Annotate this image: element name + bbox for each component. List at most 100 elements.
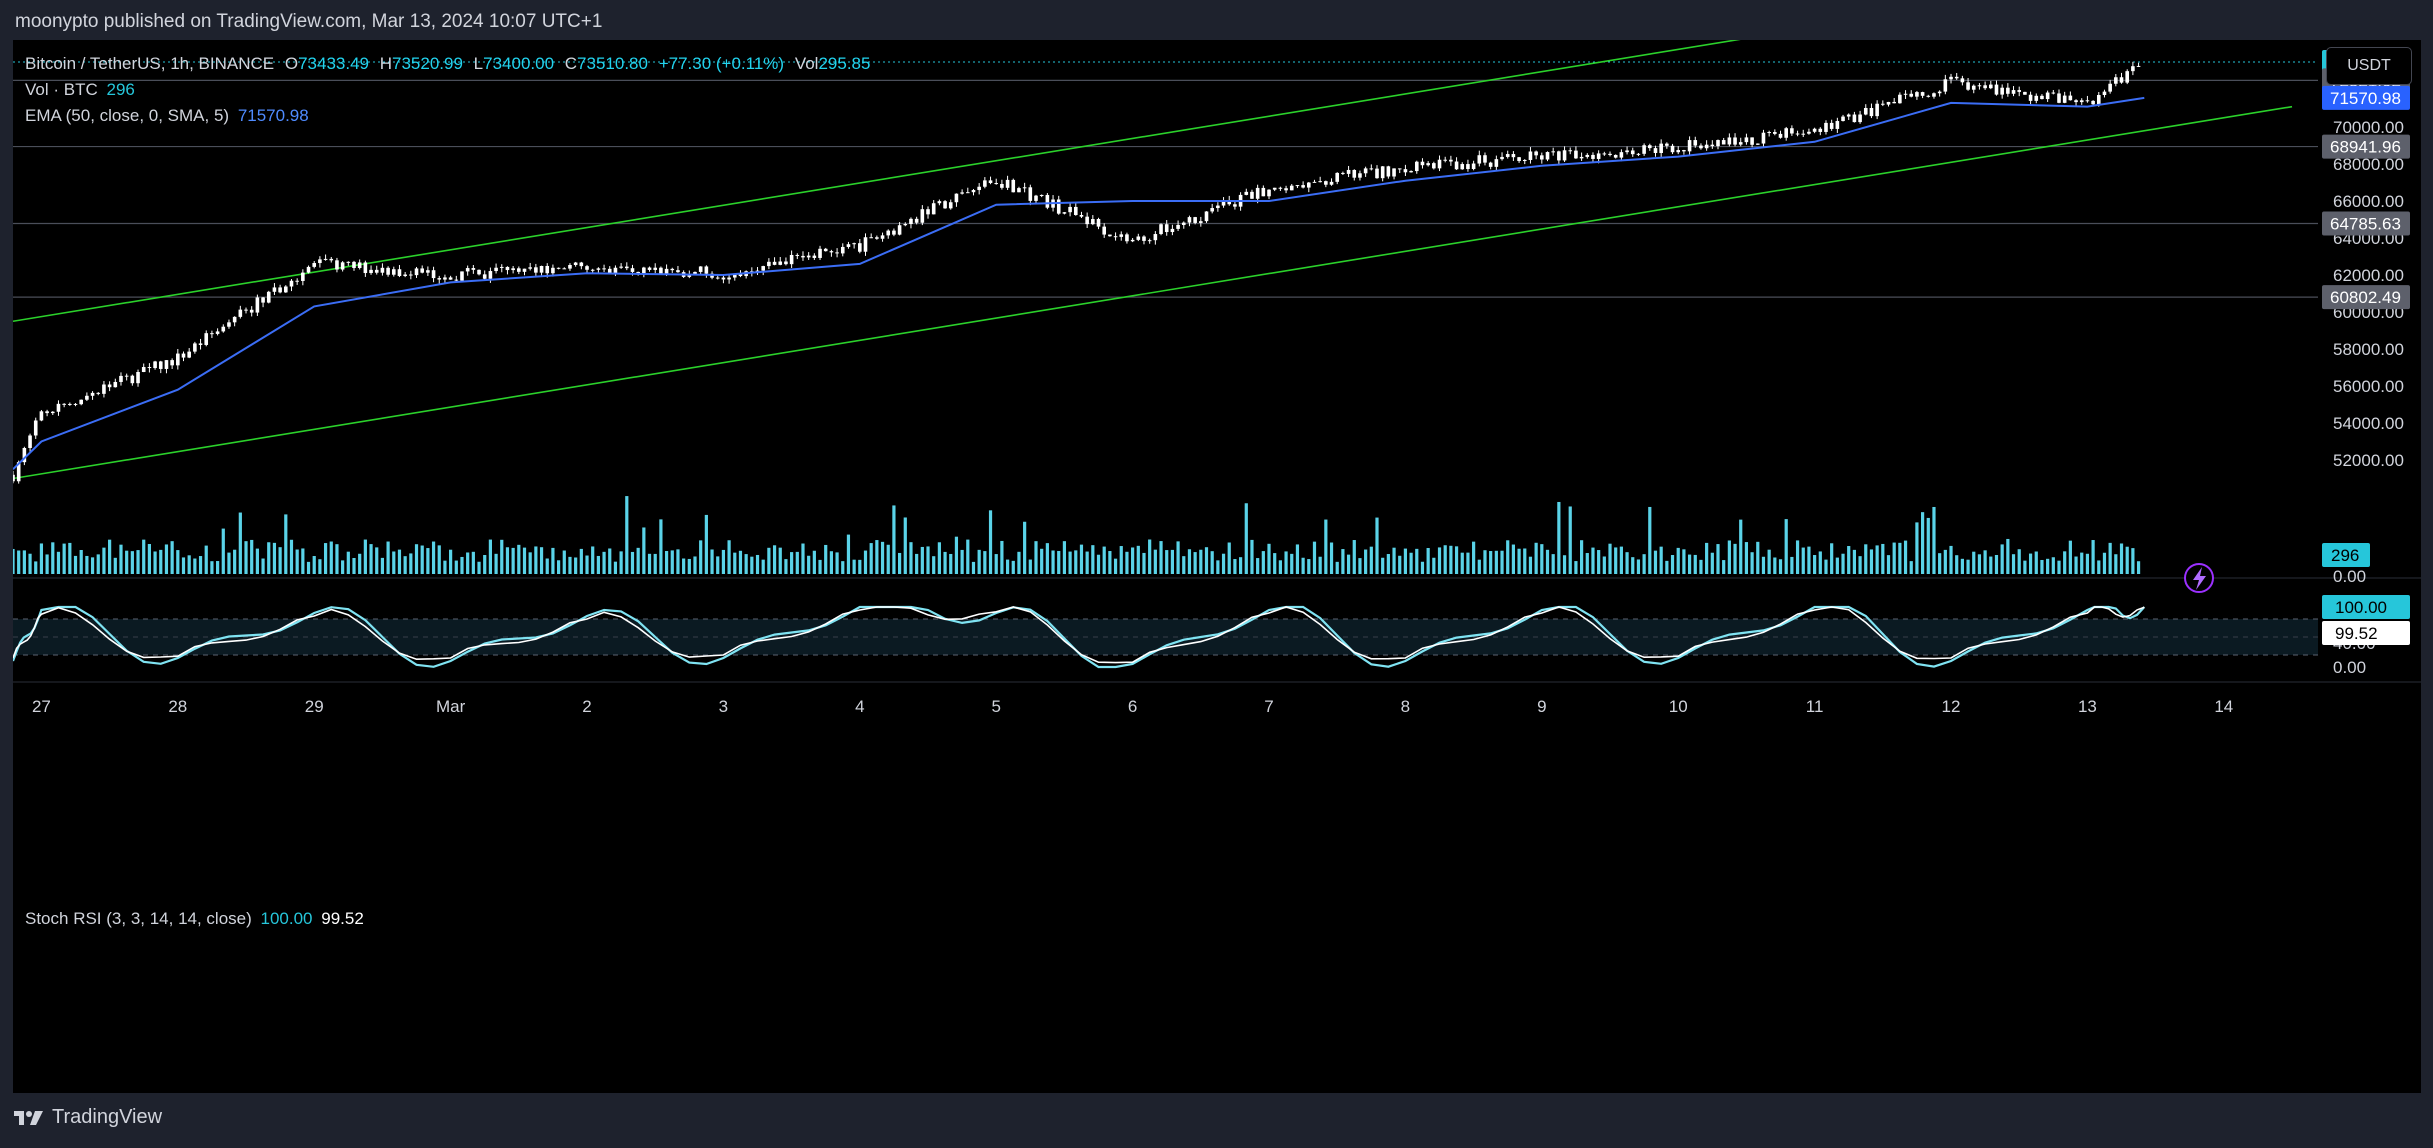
- stoch-d-value: 99.52: [321, 909, 364, 928]
- candle-body: [1011, 179, 1016, 193]
- volume-bar: [386, 541, 390, 574]
- volume-bar: [1091, 545, 1095, 574]
- volume-bar: [1898, 542, 1902, 574]
- vol-value: 295.85: [818, 54, 871, 73]
- volume-bar: [159, 549, 163, 574]
- volume-bar: [1216, 560, 1220, 574]
- volume-bar: [1977, 554, 1982, 574]
- volume-bar: [1710, 552, 1714, 574]
- candle-body: [420, 268, 424, 273]
- volume-bar: [636, 547, 640, 574]
- volume-bar: [1290, 553, 1294, 574]
- candle-body: [153, 361, 157, 369]
- volume-bar: [1460, 552, 1464, 574]
- candle-body: [352, 261, 356, 268]
- candle-body: [2068, 95, 2073, 101]
- volume-bar: [341, 560, 345, 574]
- date-tick-label: 2: [582, 697, 591, 716]
- candle-body: [835, 252, 839, 254]
- volume-bar: [1676, 547, 1680, 574]
- volume-bar: [1131, 547, 1135, 574]
- candle-body: [1750, 137, 1754, 145]
- volume-bar: [625, 496, 629, 574]
- candle-body: [545, 265, 550, 274]
- high-label: H: [379, 54, 393, 73]
- volume-bar: [903, 517, 907, 574]
- candle-body: [613, 267, 618, 274]
- candle-body: [1352, 169, 1357, 178]
- symbol-title[interactable]: Bitcoin / TetherUS, 1h, BINANCE: [25, 54, 275, 73]
- candle-body: [499, 266, 504, 268]
- candle-body: [2114, 77, 2118, 84]
- volume-bar: [863, 550, 868, 574]
- volume-bar: [1716, 544, 1720, 574]
- candle-body: [1221, 200, 1226, 206]
- candle-body: [1983, 85, 1987, 89]
- candle-body: [1335, 172, 1340, 182]
- price-tick-label: 52000.00: [2333, 451, 2404, 470]
- volume-bar: [699, 540, 703, 574]
- candle-body: [1920, 92, 1925, 96]
- candle-body: [522, 268, 527, 272]
- volume-bar: [278, 547, 282, 574]
- volume-bar: [716, 556, 720, 574]
- candle-body: [602, 268, 606, 270]
- candle-body: [1250, 191, 1254, 199]
- candle-body: [1017, 188, 1021, 193]
- price-badge-text: 60802.49: [2330, 288, 2401, 307]
- volume-bar: [62, 543, 66, 574]
- volume-bar: [534, 546, 538, 574]
- candle-body: [437, 278, 442, 280]
- volume-bar: [1375, 517, 1379, 574]
- volume-bar: [363, 539, 367, 574]
- candle-body: [289, 280, 294, 287]
- volume-bar: [721, 549, 726, 574]
- chart-canvas[interactable]: 52000.0054000.0056000.0058000.0060000.00…: [13, 40, 2421, 1093]
- chart-frame[interactable]: 52000.00 54000.00 56000.00 58000.00 60000.00…: [13, 40, 2421, 1093]
- volume-bar: [1159, 541, 1163, 574]
- volume-bar: [1727, 540, 1731, 574]
- published-text: moonypto published on TradingView.com, M…: [15, 11, 603, 32]
- stoch-k-badge-text: 100.00: [2335, 598, 2387, 617]
- candle-body: [2023, 91, 2027, 95]
- volume-bar: [2136, 561, 2141, 574]
- currency-button[interactable]: USDT: [2326, 47, 2412, 85]
- volume-bar: [51, 542, 55, 574]
- volume-bar: [164, 544, 169, 574]
- volume-bar: [1602, 556, 1606, 574]
- candle-body: [1551, 151, 1555, 153]
- candle-body: [1807, 131, 1811, 134]
- candle-body: [875, 237, 879, 239]
- stoch-label[interactable]: Stoch RSI (3, 3, 14, 14, close): [25, 909, 252, 928]
- candle-body: [1420, 161, 1425, 166]
- candle-body: [1216, 205, 1220, 209]
- candle-body: [1079, 214, 1084, 217]
- price-badge-text: 71570.98: [2330, 89, 2401, 108]
- volume-bar: [1932, 506, 1936, 574]
- volume-bar: [1750, 552, 1754, 574]
- volume-bar: [511, 547, 515, 574]
- volume-bar: [1187, 549, 1192, 574]
- candle-body: [1761, 132, 1766, 144]
- volume-bar: [2006, 538, 2010, 574]
- candle-body: [102, 384, 106, 394]
- candle-body: [448, 277, 453, 280]
- price-tick-label: 66000.00: [2333, 192, 2404, 211]
- volume-bar: [272, 542, 277, 574]
- candle-body: [1193, 217, 1197, 223]
- volume-bar: [1659, 546, 1663, 574]
- candle-body: [630, 268, 635, 272]
- volume-label[interactable]: Vol · BTC: [25, 80, 98, 99]
- candle-body: [329, 258, 334, 261]
- volume-bar: [2017, 549, 2021, 574]
- candle-body: [1159, 224, 1163, 235]
- candle-body: [409, 274, 413, 276]
- close-label: C: [564, 54, 578, 73]
- volume-bar: [1631, 557, 1635, 574]
- volume-bar: [1244, 503, 1248, 574]
- candle-body: [272, 287, 277, 292]
- ema-legend: EMA (50, close, 0, SMA, 5) 71570.98: [25, 106, 309, 126]
- volume-bar: [1125, 551, 1129, 574]
- ema-label[interactable]: EMA (50, close, 0, SMA, 5): [25, 106, 230, 125]
- candle-body: [2091, 100, 2095, 105]
